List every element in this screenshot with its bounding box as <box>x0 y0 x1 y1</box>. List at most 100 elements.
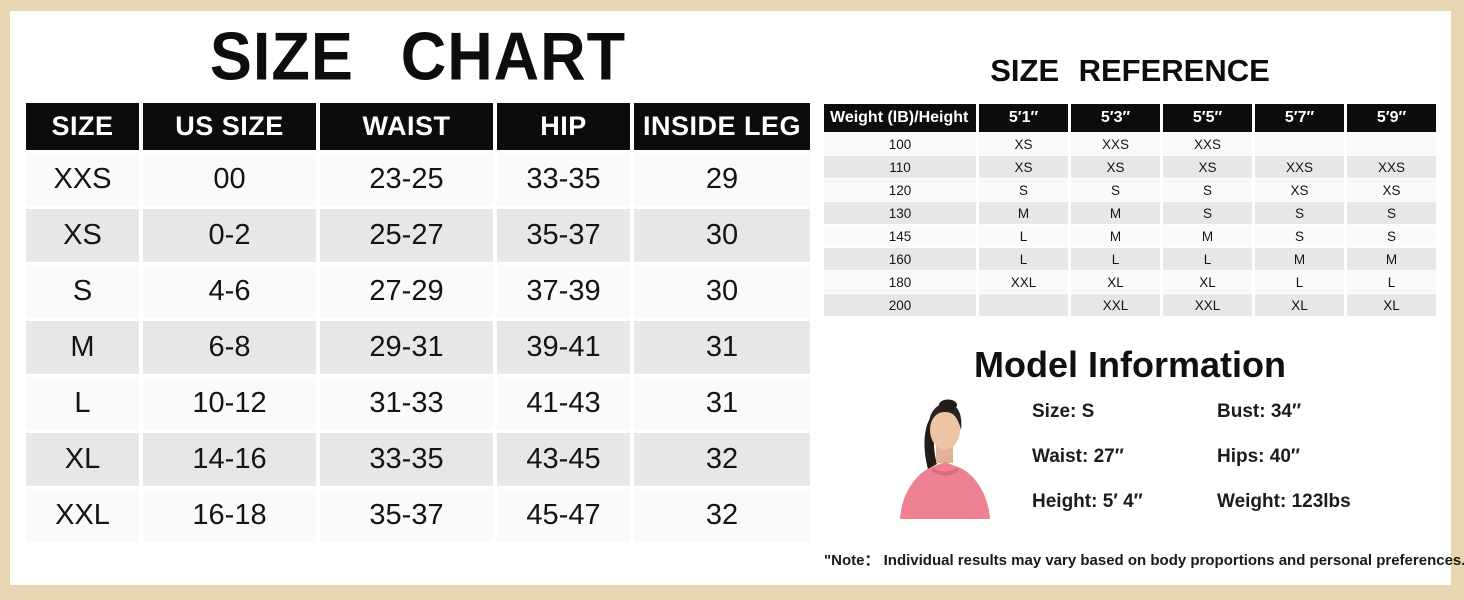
table-cell: M <box>1347 248 1436 270</box>
size-chart-row-s: S 4-6 27-29 37-39 30 <box>26 265 810 318</box>
table-cell: 25-27 <box>320 209 493 262</box>
model-information-title: Model Information <box>974 344 1286 385</box>
model-waist: Waist: 27″ <box>1032 446 1124 467</box>
size-reference-row-145: 145 L M M S S <box>824 225 1436 247</box>
table-cell: 160 <box>824 248 976 270</box>
table-cell: 45-47 <box>497 489 630 542</box>
table-cell: 4-6 <box>143 265 316 318</box>
table-cell: 33-35 <box>320 433 493 486</box>
table-cell: XXS <box>1163 133 1252 155</box>
table-cell: XS <box>26 209 139 262</box>
table-cell: XXS <box>1071 133 1160 155</box>
table-cell: 6-8 <box>143 321 316 374</box>
header-cell-5ft1: 5′1″ <box>979 104 1068 132</box>
table-cell: S <box>1347 202 1436 224</box>
size-reference-row-160: 160 L L L M M <box>824 248 1436 270</box>
model-hair-ponytail <box>924 413 940 469</box>
table-cell: L <box>1347 271 1436 293</box>
table-cell: 145 <box>824 225 976 247</box>
size-chart-title: SIZE CHART <box>209 19 627 95</box>
table-cell: 00 <box>143 153 316 206</box>
size-chart-row-xxl: XXL 16-18 35-37 45-47 32 <box>26 489 810 542</box>
table-cell: XL <box>1347 294 1436 316</box>
table-cell: XXL <box>1163 294 1252 316</box>
table-cell: L <box>26 377 139 430</box>
table-cell: 31 <box>634 321 810 374</box>
header-cell-5ft5: 5′5″ <box>1163 104 1252 132</box>
table-cell: 0-2 <box>143 209 316 262</box>
table-cell: 29 <box>634 153 810 206</box>
table-cell: L <box>1163 248 1252 270</box>
header-cell-inside-leg: INSIDE LEG <box>634 103 810 150</box>
table-cell: XXS <box>1347 156 1436 178</box>
size-chart-row-xxs: XXS 00 23-25 33-35 29 <box>26 153 810 206</box>
table-cell: S <box>1163 179 1252 201</box>
model-size: Size: S <box>1032 401 1095 422</box>
table-cell: XS <box>1163 156 1252 178</box>
table-cell: XS <box>979 133 1068 155</box>
table-cell: 31 <box>634 377 810 430</box>
table-cell: 27-29 <box>320 265 493 318</box>
model-photo <box>884 397 1006 519</box>
size-reference-row-200: 200 XXL XXL XL XL <box>824 294 1436 316</box>
table-cell: XL <box>1255 294 1344 316</box>
table-cell: 32 <box>634 489 810 542</box>
header-cell-waist: WAIST <box>320 103 493 150</box>
table-cell: L <box>1071 248 1160 270</box>
table-cell: M <box>979 202 1068 224</box>
table-cell: S <box>1255 225 1344 247</box>
model-hips: Hips: 40″ <box>1217 446 1301 467</box>
header-cell-hip: HIP <box>497 103 630 150</box>
table-cell: 110 <box>824 156 976 178</box>
table-cell: M <box>1255 248 1344 270</box>
table-cell: XL <box>1163 271 1252 293</box>
table-cell: L <box>979 248 1068 270</box>
table-cell: 39-41 <box>497 321 630 374</box>
size-chart-table: SIZE US SIZE WAIST HIP INSIDE LEG XXS 00… <box>26 103 810 545</box>
table-cell: XL <box>1071 271 1160 293</box>
table-cell: S <box>1071 179 1160 201</box>
table-cell: 180 <box>824 271 976 293</box>
table-cell: S <box>979 179 1068 201</box>
table-cell: XXS <box>26 153 139 206</box>
size-chart-header-row: SIZE US SIZE WAIST HIP INSIDE LEG <box>26 103 810 150</box>
disclaimer-note: "Note： Individual results may vary based… <box>824 552 1464 569</box>
header-cell-5ft3: 5′3″ <box>1071 104 1160 132</box>
table-cell: M <box>1071 202 1160 224</box>
size-chart-row-xs: XS 0-2 25-27 35-37 30 <box>26 209 810 262</box>
size-reference-header-row: Weight (lB)/Height 5′1″ 5′3″ 5′5″ 5′7″ 5… <box>824 104 1436 132</box>
table-cell: 100 <box>824 133 976 155</box>
table-cell: 30 <box>634 265 810 318</box>
table-cell: 23-25 <box>320 153 493 206</box>
size-reference-row-110: 110 XS XS XS XXS XXS <box>824 156 1436 178</box>
table-cell: 200 <box>824 294 976 316</box>
table-cell: 10-12 <box>143 377 316 430</box>
table-cell: XXL <box>1071 294 1160 316</box>
size-reference-table: Weight (lB)/Height 5′1″ 5′3″ 5′5″ 5′7″ 5… <box>824 104 1436 317</box>
header-cell-5ft7: 5′7″ <box>1255 104 1344 132</box>
table-cell: XXS <box>1255 156 1344 178</box>
table-cell <box>1255 133 1344 155</box>
table-cell <box>1347 133 1436 155</box>
table-cell: 33-35 <box>497 153 630 206</box>
table-cell: 32 <box>634 433 810 486</box>
table-cell: 41-43 <box>497 377 630 430</box>
size-chart-row-l: L 10-12 31-33 41-43 31 <box>26 377 810 430</box>
table-cell: 29-31 <box>320 321 493 374</box>
table-cell: XS <box>979 156 1068 178</box>
table-cell <box>979 294 1068 316</box>
table-cell: 120 <box>824 179 976 201</box>
table-cell: 31-33 <box>320 377 493 430</box>
table-cell: 14-16 <box>143 433 316 486</box>
table-cell: S <box>1255 202 1344 224</box>
table-cell: XXL <box>979 271 1068 293</box>
model-weight: Weight: 123lbs <box>1217 491 1351 512</box>
model-bust: Bust: 34″ <box>1217 401 1302 422</box>
size-reference-row-120: 120 S S S XS XS <box>824 179 1436 201</box>
size-reference-title: SIZE REFERENCE <box>990 53 1270 88</box>
table-cell: 35-37 <box>320 489 493 542</box>
size-reference-row-180: 180 XXL XL XL L L <box>824 271 1436 293</box>
size-reference-row-130: 130 M M S S S <box>824 202 1436 224</box>
model-pink-top <box>900 462 990 519</box>
